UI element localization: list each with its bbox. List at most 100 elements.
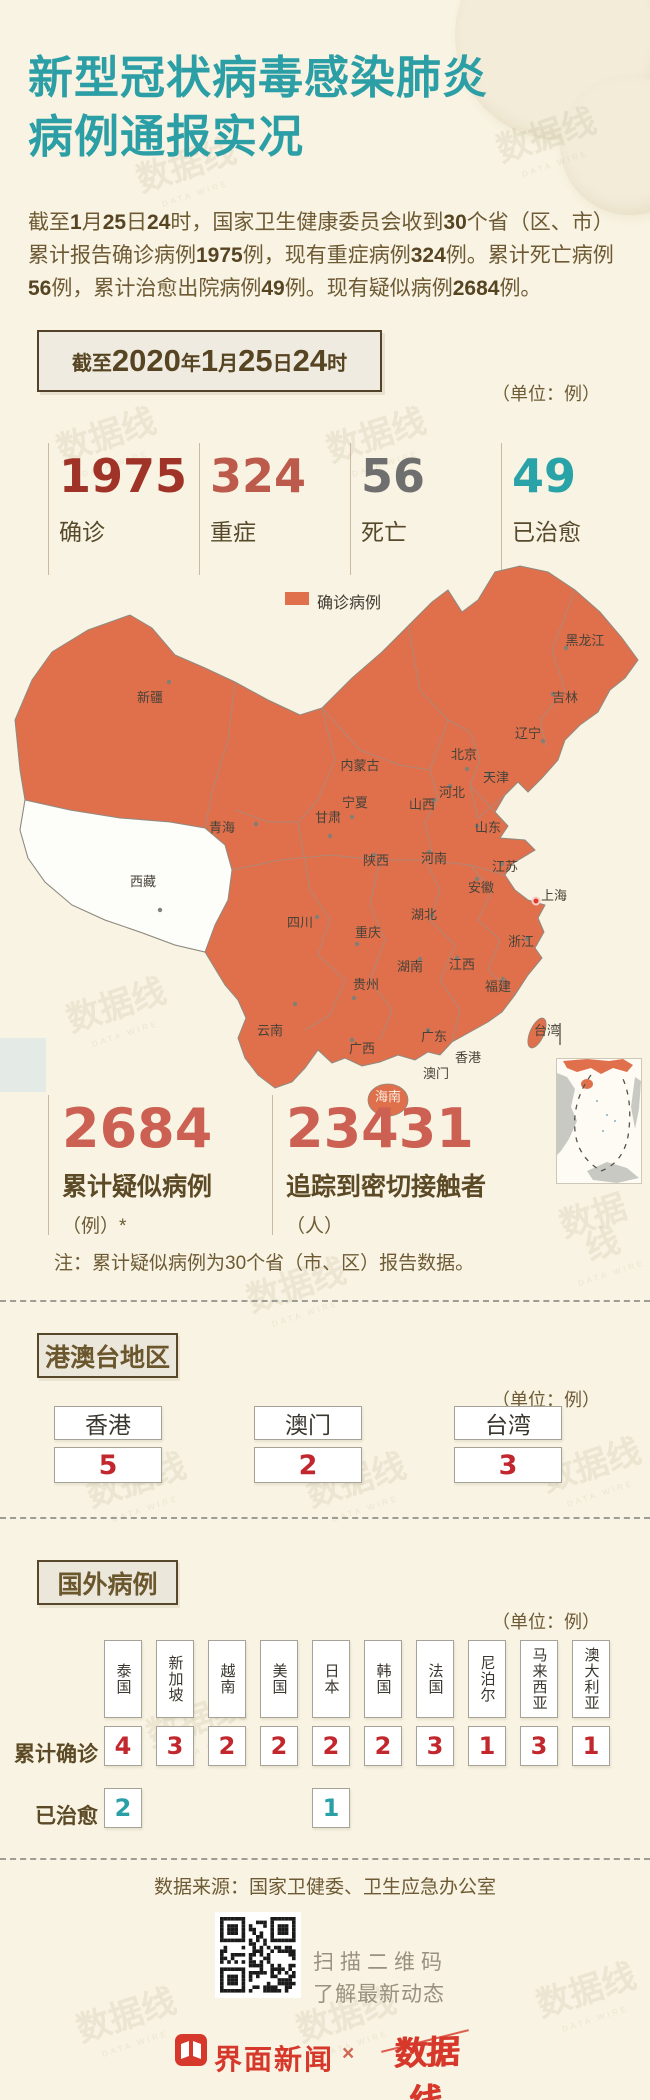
page-title-line1: 新型冠状病毒感染肺炎 [28, 52, 489, 103]
province-borders [204, 589, 576, 1043]
row-label-confirmed: 累计确诊 [14, 1743, 98, 1766]
secondary-stat-value: 2684 [62, 1097, 213, 1160]
qr-code [215, 1912, 301, 1998]
country-name-新加坡: 新加坡 [156, 1640, 194, 1718]
map-sea-patch [0, 1038, 46, 1092]
jiemian-logo-text: 界面新闻 [214, 2044, 335, 2075]
region-name-澳门: 澳门 [254, 1406, 362, 1440]
unit-note-foreign: （单位：例） [492, 1612, 600, 1632]
inset-borneo [587, 1162, 639, 1183]
stat-label: 已治愈 [512, 519, 581, 545]
country-confirmed-日本: 2 [312, 1726, 350, 1766]
datawire-logo: 数据线 DATA WIRE [378, 2026, 473, 2100]
inset-dash-line-right [600, 1078, 631, 1172]
region-name-香港: 香港 [54, 1406, 162, 1440]
province-label-澳门: 澳门 [423, 1066, 449, 1081]
province-label-陕西: 陕西 [363, 853, 389, 868]
stat-重症: 324 重症 [199, 443, 339, 575]
row-label-cured: 已治愈 [35, 1805, 98, 1828]
qr-caption-line2: 了解最新动态 [313, 1983, 445, 2006]
dashed-divider-2 [0, 1517, 650, 1519]
unit-note-hmt: （单位：例） [492, 1390, 600, 1410]
tibet-region [19, 799, 233, 953]
country-name-日本: 日本 [312, 1640, 350, 1718]
secondary-stat-1: 2684 累计疑似病例 （例）* [48, 1095, 258, 1237]
unit-note-top: （单位：例） [492, 384, 600, 404]
secondary-stat-label: 累计疑似病例 [62, 1173, 213, 1201]
country-confirmed-美国: 2 [260, 1726, 298, 1766]
country-confirmed-越南: 2 [208, 1726, 246, 1766]
footnote: 注：累计疑似病例为30个省（市、区）报告数据。 [54, 1253, 475, 1274]
province-label-上海: 上海 [541, 888, 567, 903]
inset-south-china [563, 1059, 633, 1074]
logo-separator: × [342, 2042, 355, 2065]
south-china-sea-inset [556, 1058, 642, 1184]
province-label-四川: 四川 [287, 915, 313, 930]
jiemian-logo-icon [175, 2034, 207, 2066]
province-label-天津: 天津 [483, 770, 509, 785]
province-label-安徽: 安徽 [468, 880, 494, 895]
country-name-马来西亚: 马来西亚 [520, 1640, 558, 1718]
country-name-美国: 美国 [260, 1640, 298, 1718]
hainan-island [367, 1083, 409, 1117]
country-confirmed-韩国: 2 [364, 1726, 402, 1766]
province-label-河北: 河北 [439, 785, 465, 800]
province-label-山东: 山东 [475, 820, 501, 835]
province-label-宁夏: 宁夏 [342, 795, 368, 810]
country-cured-泰国: 2 [104, 1788, 142, 1828]
region-value-澳门: 2 [254, 1447, 362, 1483]
province-label-福建: 福建 [485, 979, 511, 994]
stat-value: 56 [361, 449, 426, 503]
inset-islands [596, 1100, 616, 1132]
province-label-甘肃: 甘肃 [315, 810, 341, 825]
country-name-韩国: 韩国 [364, 1640, 402, 1718]
province-label-江苏: 江苏 [492, 859, 518, 874]
province-label-贵州: 贵州 [353, 977, 379, 992]
qr-caption-line1: 扫描二维码 [313, 1951, 448, 1974]
section-badge-foreign: 国外病例 [37, 1560, 178, 1605]
province-label-河南: 河南 [421, 851, 447, 866]
secondary-stat-2: 23431 追踪到密切接触者 （人） [272, 1095, 602, 1237]
stat-label: 死亡 [361, 519, 407, 545]
stat-已治愈: 49 已治愈 [501, 443, 641, 575]
datawire-logo-zh: 数据线 [393, 2032, 459, 2100]
stat-value: 1975 [59, 449, 188, 503]
province-label-台湾: 台湾 [534, 1023, 560, 1038]
date-cutoff-badge: 截至 2020 年 1 月 25 日 24 时 [37, 330, 382, 392]
country-name-越南: 越南 [208, 1640, 246, 1718]
country-confirmed-泰国: 4 [104, 1726, 142, 1766]
province-label-海南: 海南 [375, 1089, 401, 1104]
inset-dash-line-left [573, 1074, 602, 1172]
stat-确诊: 1975 确诊 [48, 443, 188, 575]
country-name-法国: 法国 [416, 1640, 454, 1718]
province-label-湖南: 湖南 [397, 959, 423, 974]
province-label-广西: 广西 [349, 1041, 375, 1056]
intro-paragraph: 截至1月25日24时，国家卫生健康委员会收到30个省（区、市）累计报告确诊病例1… [28, 211, 614, 300]
country-confirmed-澳大利亚: 1 [572, 1726, 610, 1766]
shanghai-marker [531, 896, 541, 906]
province-label-西藏: 西藏 [130, 874, 156, 889]
country-name-泰国: 泰国 [104, 1640, 142, 1718]
legend-label: 确诊病例 [317, 595, 382, 612]
country-confirmed-马来西亚: 3 [520, 1726, 558, 1766]
region-value-台湾: 3 [454, 1447, 562, 1483]
region-name-台湾: 台湾 [454, 1406, 562, 1440]
province-label-湖北: 湖北 [411, 907, 437, 922]
page-title-line2: 病例通报实况 [28, 111, 305, 162]
province-label-黑龙江: 黑龙江 [565, 633, 604, 648]
stat-value: 324 [210, 449, 307, 503]
stat-value: 49 [512, 449, 577, 503]
inset-philippines [631, 1077, 641, 1129]
province-label-江西: 江西 [449, 957, 475, 972]
secondary-stat-unit: （例）* [62, 1216, 127, 1237]
page-title: 新型冠状病毒感染肺炎 病例通报实况 [28, 48, 488, 166]
province-label-吉林: 吉林 [552, 690, 578, 705]
secondary-stat-label: 追踪到密切接触者 [286, 1173, 487, 1201]
province-label-新疆: 新疆 [137, 690, 163, 705]
dashed-divider-3 [0, 1858, 650, 1860]
province-label-青海: 青海 [209, 820, 235, 835]
province-label-内蒙古: 内蒙古 [340, 758, 379, 773]
